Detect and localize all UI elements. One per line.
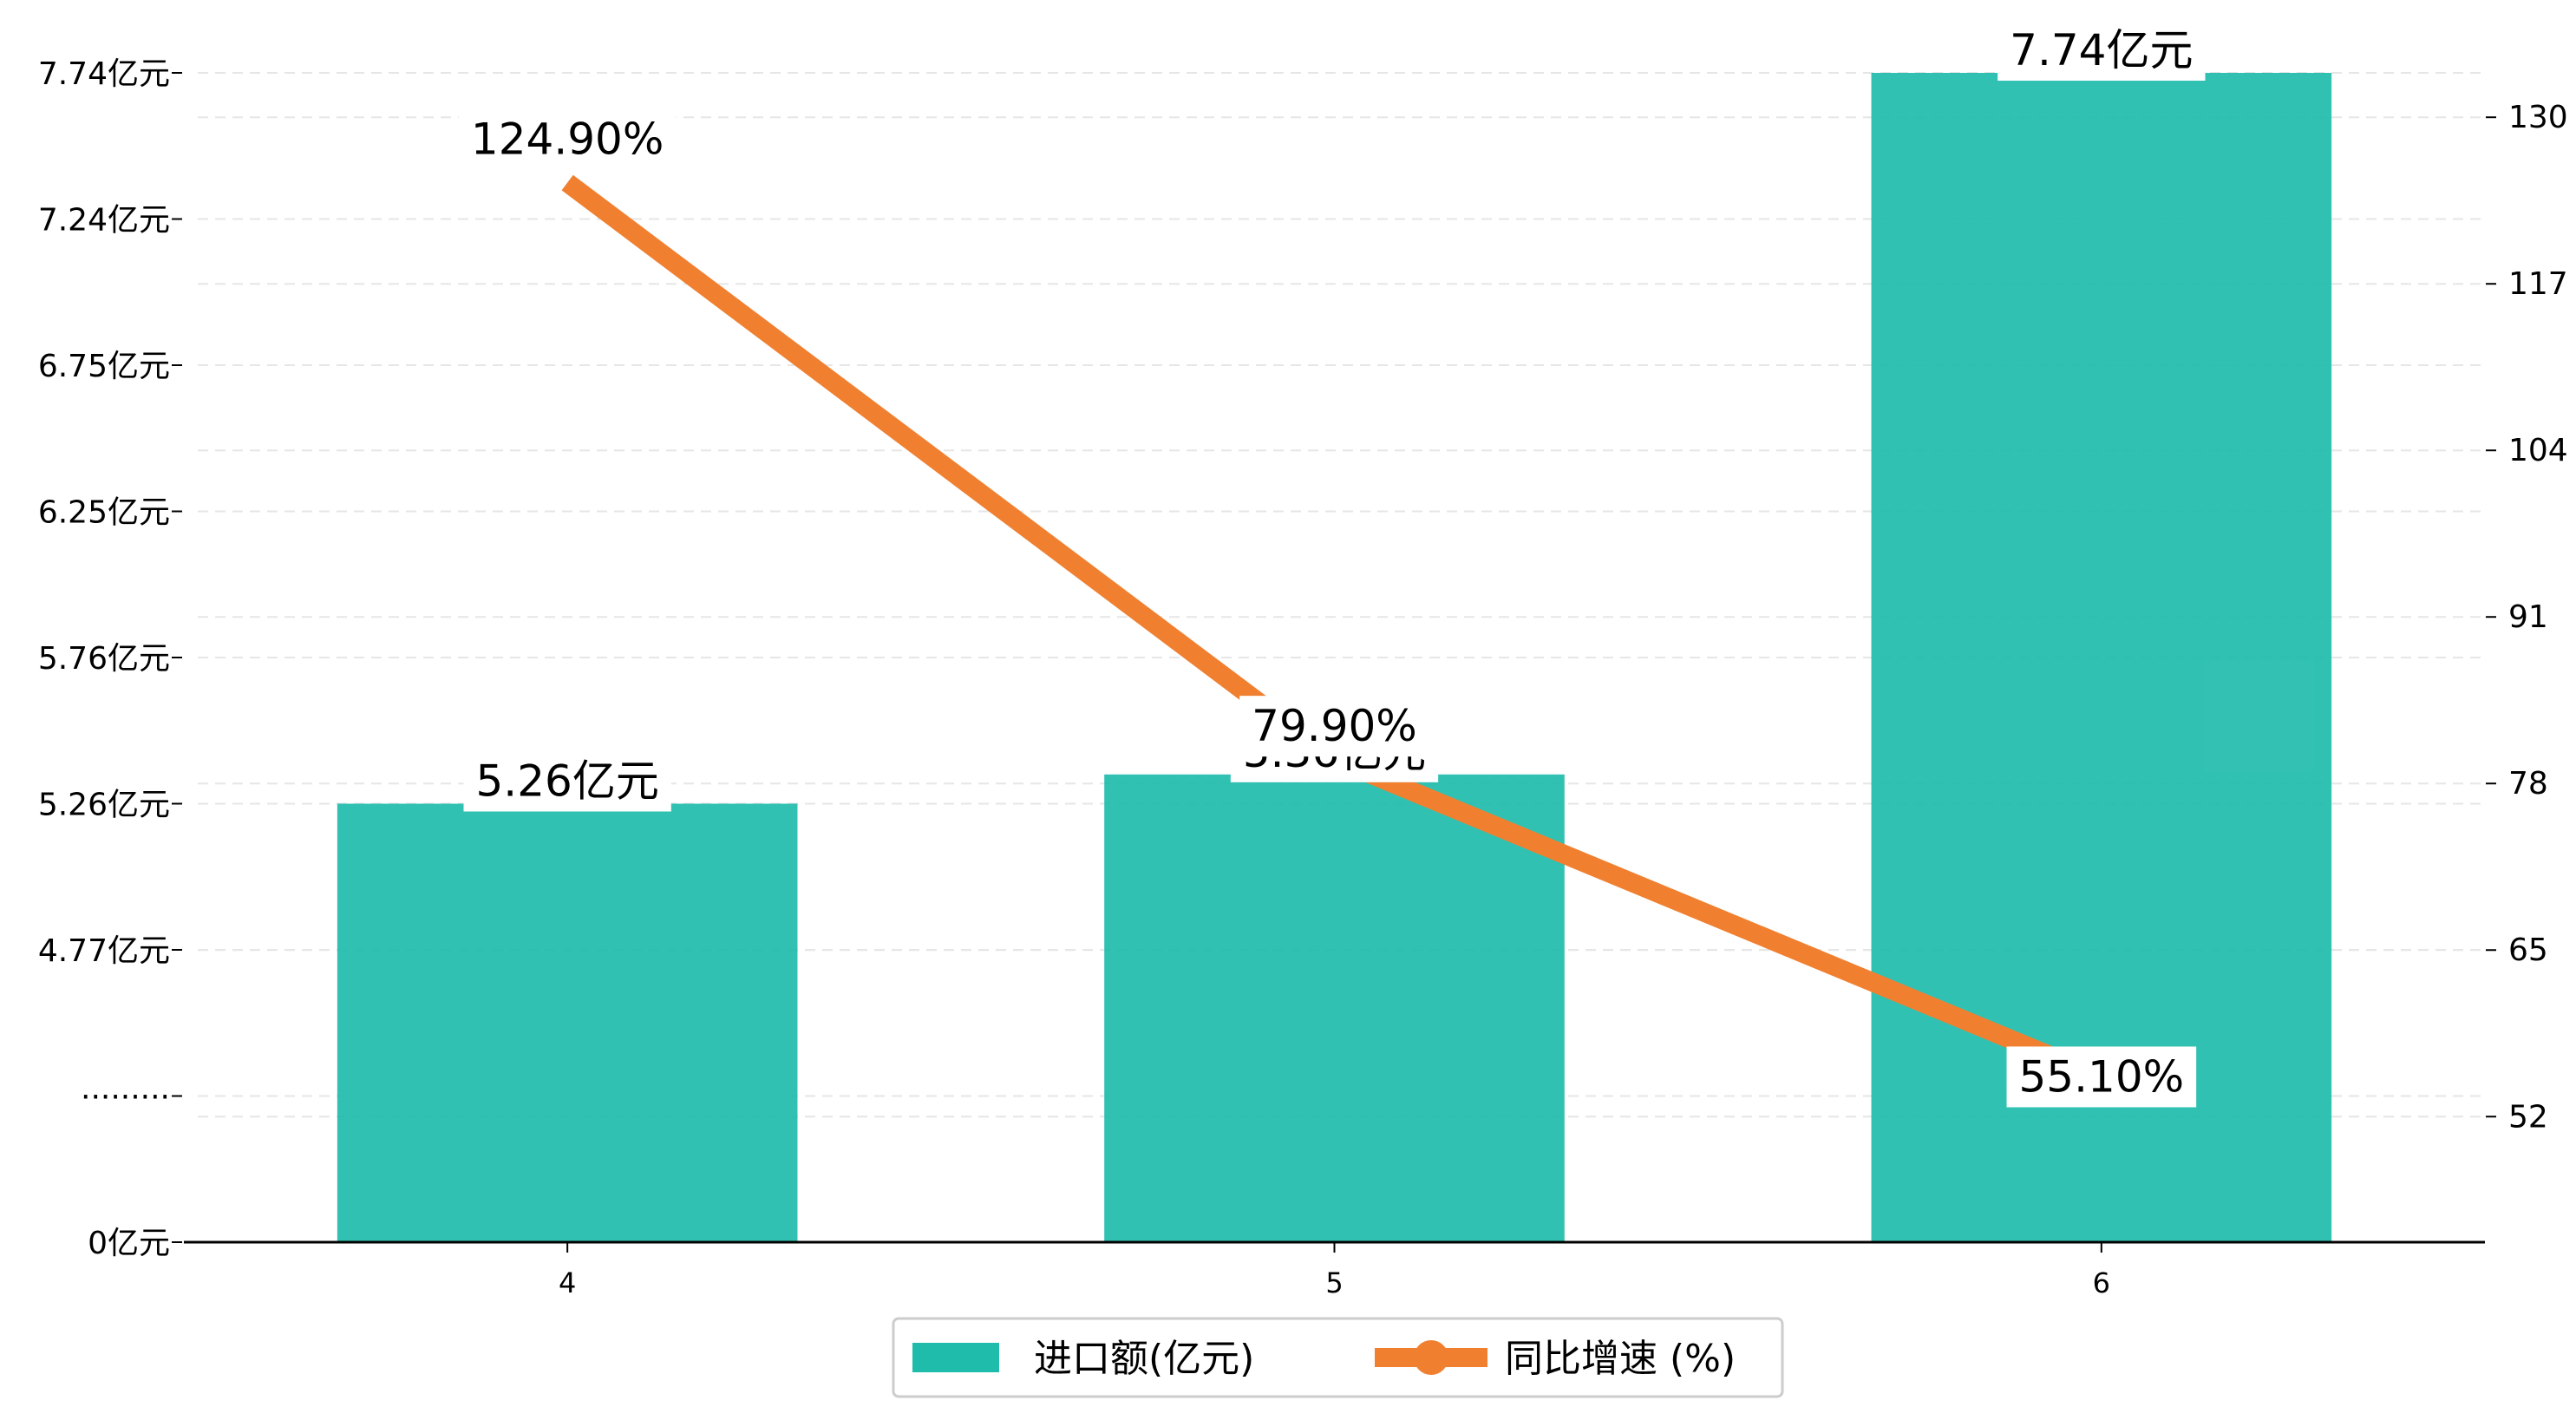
right-tick-label-6: 130 xyxy=(2508,100,2568,135)
line-value-label-6: 55.10% xyxy=(2019,1051,2185,1102)
legend: 进口额(亿元) 同比增速 (%) xyxy=(892,1317,1784,1398)
legend-line-label: 同比增速 (%) xyxy=(1505,1337,1736,1381)
left-tick-label-5: 6.25亿元 xyxy=(38,495,170,531)
left-tick-label-4: 5.76亿元 xyxy=(38,641,170,677)
left-tick-label-2: 4.77亿元 xyxy=(38,933,170,969)
right-tick-label-4: 104 xyxy=(2508,433,2568,468)
x-tick-label-6: 6 xyxy=(2093,1266,2110,1299)
right-tick-label-2: 78 xyxy=(2508,766,2548,802)
legend-bar-label: 进口额(亿元) xyxy=(1034,1337,1254,1381)
line-value-label-5: 79.90% xyxy=(1252,701,1417,751)
bar-value-label-6-box xyxy=(1997,20,2206,81)
legend-box xyxy=(892,1317,1784,1398)
right-tick-label-1: 65 xyxy=(2508,932,2548,968)
line-value-label-6-box xyxy=(2006,1046,2197,1108)
legend-bar-swatch xyxy=(912,1343,999,1372)
line-value-label-4-box xyxy=(458,108,677,170)
bar-layer xyxy=(337,73,2332,1242)
left-tick-label-8: 7.74亿元 xyxy=(38,56,170,92)
axis-layer: 0亿元 ········· 4.77亿元 5.26亿元 5.76亿元 6.25亿元 6.75… xyxy=(38,56,2568,1299)
bar-value-label-6: 7.74亿元 xyxy=(2010,25,2193,75)
left-tick-label-7: 7.24亿元 xyxy=(38,203,170,239)
right-tick-label-3: 91 xyxy=(2508,599,2548,635)
left-tick-label-1: ········· xyxy=(81,1080,170,1116)
bar-value-label-4-box xyxy=(463,750,671,812)
line-value-label-4: 124.90% xyxy=(471,115,664,165)
left-tick-label-0: 0亿元 xyxy=(88,1226,170,1261)
bar-value-label-4: 5.26亿元 xyxy=(476,756,659,807)
right-tick-label-0: 52 xyxy=(2508,1099,2548,1135)
bar-4 xyxy=(337,803,798,1242)
x-tick-label-5: 5 xyxy=(1325,1266,1343,1299)
bar-5 xyxy=(1104,774,1565,1242)
right-tick-label-5: 117 xyxy=(2508,266,2568,302)
left-tick-label-6: 6.75亿元 xyxy=(38,349,170,384)
legend-line-marker xyxy=(1414,1340,1448,1375)
x-tick-label-4: 4 xyxy=(559,1266,576,1299)
left-tick-label-3: 5.26亿元 xyxy=(38,788,170,823)
line-value-label-5-box xyxy=(1239,696,1429,757)
